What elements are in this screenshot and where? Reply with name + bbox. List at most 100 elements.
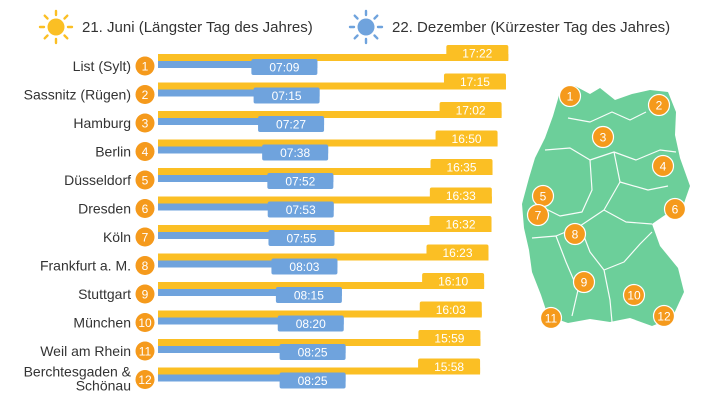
legend-winter-label: 22. Dezember (Kürzester Tag des Jahres): [392, 19, 670, 36]
map-marker-number: 3: [600, 131, 607, 145]
map-marker: 11: [539, 306, 563, 330]
bar-row: 17:22 07:09 1 List (Sylt): [73, 45, 509, 76]
city-number-badge: [135, 313, 155, 332]
map-marker: 10: [622, 283, 646, 307]
bar-row: 16:23 08:03 8 Frankfurt a. M.: [40, 244, 489, 275]
winter-bar: [158, 374, 346, 382]
map-marker: 6: [663, 197, 687, 221]
summer-value-label: 16:35: [447, 161, 477, 175]
summer-bar: [158, 225, 492, 232]
map-marker: 7: [526, 203, 550, 227]
map-marker-number: 8: [572, 228, 579, 242]
city-number-badge: [135, 113, 155, 133]
summer-bar: [158, 82, 506, 90]
winter-value-tab: [271, 258, 338, 275]
bar-row: 16:35 07:52 5 Düsseldorf: [64, 159, 493, 190]
map-marker: 4: [651, 154, 675, 178]
city-number-badge: [135, 199, 155, 218]
winter-value-label: 08:03: [289, 260, 319, 274]
summer-value-tab: [422, 273, 485, 289]
bar-row: 17:02 07:27 3 Hamburg: [73, 102, 502, 133]
map-marker-badge: [563, 222, 587, 246]
map-marker-number: 6: [672, 203, 679, 217]
bar-row: 16:50 07:38 4 Berlin: [95, 130, 498, 161]
winter-bar: [158, 146, 329, 154]
winter-bar: [158, 289, 342, 296]
summer-value-tab: [429, 187, 492, 204]
city-number: 1: [142, 59, 149, 73]
map-marker-badge: [539, 306, 563, 330]
city-number: 4: [142, 145, 149, 159]
winter-value-tab: [268, 230, 335, 246]
summer-value-tab: [429, 216, 492, 232]
summer-bar: [158, 196, 492, 204]
winter-value-label: 08:25: [298, 374, 328, 388]
map-marker-badge: [558, 84, 582, 108]
winter-value-tab: [279, 344, 346, 360]
summer-value-label: 17:22: [462, 47, 492, 61]
bar-row: 16:03 08:20 10 München: [73, 301, 482, 332]
city-label: Berchtesgaden &: [24, 364, 132, 380]
winter-value-tab: [251, 59, 318, 75]
bar-row: 16:33 07:53 6 Dresden: [78, 187, 492, 218]
winter-value-label: 08:20: [296, 317, 326, 331]
bar-row: 16:10 08:15 9 Stuttgart: [78, 273, 485, 304]
winter-bar: [158, 61, 318, 68]
winter-bar: [158, 203, 334, 211]
summer-value-label: 16:10: [438, 275, 468, 289]
bar-rows: 17:22 07:09 1 List (Sylt) 17:15 07:15 2 Sassnit…: [24, 45, 509, 394]
summer-value-label: 15:58: [434, 360, 464, 374]
map-marker: 3: [591, 125, 615, 149]
summer-value-tab: [435, 130, 498, 147]
city-label: Stuttgart: [78, 286, 131, 302]
city-label: Dresden: [78, 201, 131, 217]
summer-value-label: 16:03: [436, 303, 466, 317]
winter-bar: [158, 232, 335, 239]
city-number: 11: [139, 344, 152, 358]
winter-value-label: 07:09: [269, 61, 299, 75]
summer-bar: [158, 310, 482, 318]
winter-value-label: 07:15: [272, 89, 302, 103]
bar-row: 16:32 07:55 7 Köln: [103, 216, 492, 247]
summer-bar: [158, 282, 485, 289]
map-marker-number: 12: [657, 310, 671, 324]
legend: 21. Juni (Längster Tag des Jahres) 22. D…: [38, 9, 670, 45]
winter-bar: [158, 346, 346, 353]
summer-bar: [158, 253, 489, 261]
map-marker-number: 2: [656, 99, 663, 113]
city-label: Düsseldorf: [64, 172, 131, 188]
map-marker-number: 7: [535, 209, 542, 223]
summer-value-tab: [419, 301, 482, 318]
summer-bar: [158, 139, 498, 147]
city-label: Berlin: [95, 144, 131, 160]
winter-value-tab: [279, 372, 346, 389]
summer-bar: [158, 367, 481, 375]
map-marker-badge: [572, 270, 596, 294]
city-label: Frankfurt a. M.: [40, 258, 131, 274]
map-marker-badge: [622, 283, 646, 307]
winter-bar: [158, 89, 320, 97]
winter-value-tab: [277, 315, 344, 332]
sun-icon-blue: [348, 9, 384, 45]
legend-summer-label: 21. Juni (Längster Tag des Jahres): [82, 19, 313, 36]
summer-value-tab: [430, 159, 493, 175]
summer-value-label: 15:59: [434, 332, 464, 346]
map-marker: 2: [647, 93, 671, 117]
summer-bar: [158, 54, 509, 61]
winter-value-label: 07:55: [286, 232, 316, 246]
city-number-badge: [135, 142, 155, 161]
winter-value-tab: [267, 201, 334, 218]
map-marker-number: 10: [627, 289, 641, 303]
map-marker-number: 11: [545, 312, 558, 326]
city-label: Köln: [103, 229, 131, 245]
map-marker: 1: [558, 84, 582, 108]
city-number-badge: [135, 56, 155, 76]
winter-value-tab: [253, 87, 320, 104]
city-number-badge: [135, 85, 155, 104]
city-label: Hamburg: [73, 115, 131, 131]
map-marker: 8: [563, 222, 587, 246]
city-number-badge: [135, 227, 155, 247]
city-number: 2: [142, 88, 149, 102]
